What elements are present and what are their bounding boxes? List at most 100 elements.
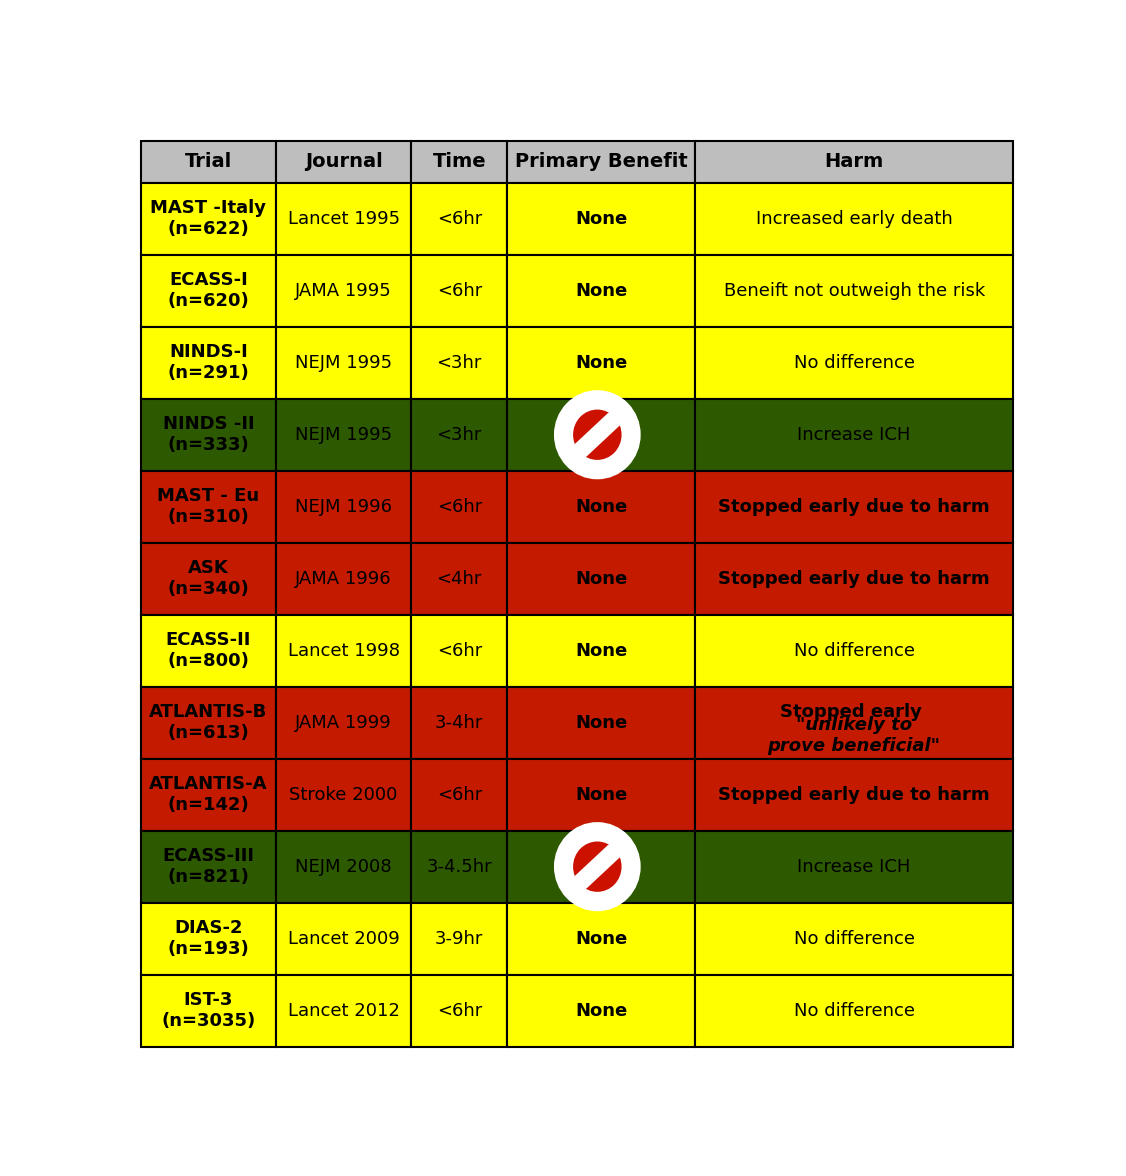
- Circle shape: [565, 402, 629, 468]
- Bar: [695, 141, 1013, 182]
- Bar: [276, 470, 411, 542]
- Bar: [141, 542, 276, 615]
- Bar: [276, 687, 411, 759]
- Bar: [411, 830, 507, 903]
- Bar: [141, 759, 276, 830]
- Bar: [276, 830, 411, 903]
- Text: Increase ICH: Increase ICH: [797, 857, 911, 876]
- Text: <6hr: <6hr: [437, 209, 482, 228]
- Bar: [276, 255, 411, 327]
- Bar: [411, 903, 507, 975]
- Circle shape: [573, 409, 622, 460]
- Bar: [507, 542, 695, 615]
- Text: No difference: No difference: [794, 642, 914, 660]
- Text: None: None: [575, 1002, 627, 1020]
- Text: None: None: [575, 786, 627, 803]
- Text: JAMA 1995: JAMA 1995: [295, 282, 392, 300]
- Bar: [695, 975, 1013, 1047]
- Text: <6hr: <6hr: [437, 497, 482, 516]
- Bar: [507, 182, 695, 255]
- Text: No difference: No difference: [794, 1002, 914, 1020]
- Text: ATLANTIS-B
(n=613): ATLANTIS-B (n=613): [150, 703, 268, 742]
- Bar: [141, 975, 276, 1047]
- Bar: [695, 542, 1013, 615]
- Text: Stopped early due to harm: Stopped early due to harm: [718, 786, 990, 803]
- Circle shape: [573, 842, 622, 891]
- Bar: [276, 141, 411, 182]
- Text: be  fit: be fit: [601, 863, 638, 877]
- Text: MAST -Italy
(n=622): MAST -Italy (n=622): [151, 200, 267, 239]
- Text: None: None: [575, 642, 627, 660]
- Bar: [141, 399, 276, 470]
- Text: Time: Time: [432, 153, 486, 172]
- Text: NEJM 2008: NEJM 2008: [295, 857, 392, 876]
- Text: 3-9hr: 3-9hr: [435, 930, 483, 948]
- Text: Increase ICH: Increase ICH: [797, 426, 911, 443]
- Text: absolu: absolu: [599, 849, 641, 862]
- Bar: [695, 255, 1013, 327]
- Bar: [141, 687, 276, 759]
- Text: No difference: No difference: [794, 930, 914, 948]
- Text: "unlikely to
prove beneficial": "unlikely to prove beneficial": [768, 716, 940, 755]
- Bar: [141, 615, 276, 687]
- Bar: [507, 327, 695, 399]
- Bar: [411, 255, 507, 327]
- Text: NEJM 1996: NEJM 1996: [295, 497, 392, 516]
- Bar: [276, 399, 411, 470]
- Bar: [411, 182, 507, 255]
- Bar: [276, 327, 411, 399]
- Text: Increased early death: Increased early death: [756, 209, 953, 228]
- Text: ASK
(n=340): ASK (n=340): [168, 560, 249, 599]
- Bar: [507, 975, 695, 1047]
- Bar: [411, 687, 507, 759]
- Bar: [695, 830, 1013, 903]
- Bar: [141, 182, 276, 255]
- Bar: [507, 687, 695, 759]
- Text: 3-4.5hr: 3-4.5hr: [427, 857, 492, 876]
- Bar: [507, 759, 695, 830]
- Bar: [507, 903, 695, 975]
- Text: NEJM 1995: NEJM 1995: [295, 354, 392, 372]
- Bar: [276, 759, 411, 830]
- Text: NINDS-I
(n=291): NINDS-I (n=291): [168, 343, 249, 382]
- Text: <6hr: <6hr: [437, 786, 482, 803]
- Text: Trial: Trial: [185, 153, 232, 172]
- Bar: [411, 759, 507, 830]
- Bar: [695, 399, 1013, 470]
- Text: IST-3
(n=3035): IST-3 (n=3035): [161, 991, 256, 1030]
- Bar: [507, 830, 695, 903]
- Text: Lancet 2012: Lancet 2012: [288, 1002, 400, 1020]
- Bar: [276, 182, 411, 255]
- Text: <6hr: <6hr: [437, 642, 482, 660]
- Bar: [141, 255, 276, 327]
- Bar: [695, 759, 1013, 830]
- Bar: [276, 903, 411, 975]
- Text: <6hr: <6hr: [437, 1002, 482, 1020]
- Bar: [276, 542, 411, 615]
- Text: 3-4hr: 3-4hr: [435, 714, 483, 731]
- Text: None: None: [575, 354, 627, 372]
- Text: None: None: [575, 282, 627, 300]
- Text: None: None: [575, 930, 627, 948]
- Bar: [695, 470, 1013, 542]
- Text: <4hr: <4hr: [437, 569, 482, 588]
- Text: MAST - Eu
(n=310): MAST - Eu (n=310): [158, 487, 259, 526]
- Bar: [695, 687, 1013, 759]
- Text: Harm: Harm: [824, 153, 884, 172]
- Text: JAMA 1999: JAMA 1999: [295, 714, 392, 731]
- Bar: [411, 975, 507, 1047]
- Text: Lancet 1995: Lancet 1995: [287, 209, 400, 228]
- Bar: [507, 470, 695, 542]
- Text: Lancet 2009: Lancet 2009: [288, 930, 400, 948]
- Text: None: None: [575, 714, 627, 731]
- Text: Stroke 2000: Stroke 2000: [289, 786, 397, 803]
- Text: <6hr: <6hr: [437, 282, 482, 300]
- Bar: [141, 830, 276, 903]
- Text: Stopped early: Stopped early: [780, 703, 928, 721]
- Text: ne  RS: ne RS: [600, 432, 640, 445]
- Text: None: None: [575, 497, 627, 516]
- Text: Primary Benefit: Primary Benefit: [515, 153, 688, 172]
- Text: ECASS-III
(n=821): ECASS-III (n=821): [162, 847, 254, 886]
- Text: Lancet 1998: Lancet 1998: [287, 642, 400, 660]
- Text: ATLANTIS-A
(n=142): ATLANTIS-A (n=142): [149, 775, 268, 814]
